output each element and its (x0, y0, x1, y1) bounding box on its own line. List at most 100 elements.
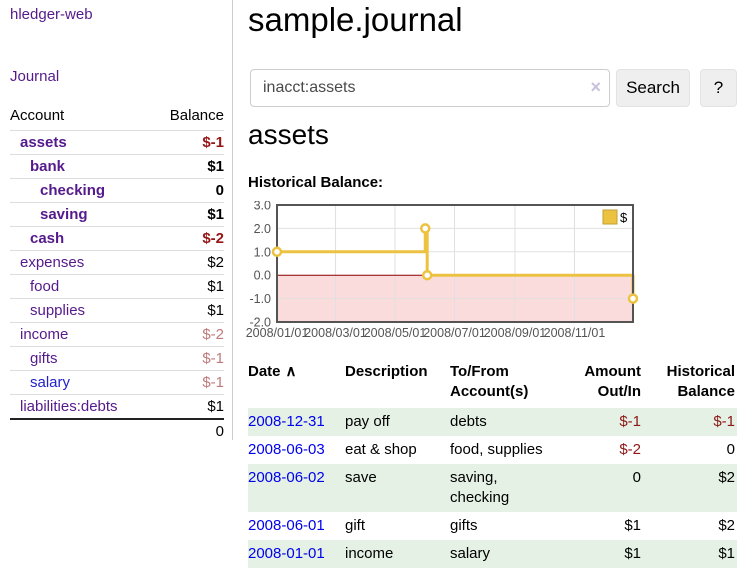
svg-text:-1.0: -1.0 (249, 292, 271, 306)
transaction-description: gift (345, 517, 366, 534)
account-row: checking 0 (10, 178, 224, 202)
transaction-date-link[interactable]: 2008-01-01 (248, 545, 325, 562)
account-column-header: Account (10, 107, 65, 124)
transaction-accounts: salary (450, 540, 560, 568)
transaction-accounts: saving, checking (450, 464, 560, 512)
amount-column-header: Amount Out/In (584, 363, 641, 400)
register-row: 2008-06-01 gift gifts $1 $2 (248, 512, 737, 540)
svg-text:2008/07/01: 2008/07/01 (423, 326, 486, 340)
svg-text:-2.0: -2.0 (249, 316, 271, 330)
accounts-total: 0 (10, 418, 224, 444)
svg-text:2008/11/01: 2008/11/01 (544, 326, 606, 340)
page-title: sample.journal (248, 1, 463, 38)
svg-text:2008/03/01: 2008/03/01 (304, 326, 367, 340)
account-balance: $-1 (202, 134, 224, 151)
balance-column-header: Historical Balance (666, 363, 735, 400)
register-row: 2008-06-03 eat & shop food, supplies $-2… (248, 436, 737, 464)
account-balance: $1 (207, 302, 224, 319)
historical-balance-chart: 2008/01/012008/03/012008/05/012008/07/01… (246, 201, 639, 340)
svg-text:3.0: 3.0 (254, 201, 271, 213)
transaction-date-link[interactable]: 2008-06-01 (248, 517, 325, 534)
register-rows: 2008-12-31 pay off debts $-1 $-1 2008-06… (248, 408, 737, 568)
search-bar: × Search ? (250, 69, 737, 107)
description-column-header: Description (345, 363, 428, 380)
account-link[interactable]: supplies (30, 302, 86, 319)
account-row: cash $-2 (10, 226, 224, 250)
search-button[interactable]: Search (616, 69, 690, 107)
date-column-header[interactable]: Date ∧ (248, 360, 345, 408)
transaction-amount: $-2 (619, 441, 641, 458)
account-balance: 0 (215, 182, 224, 199)
account-row: assets $-1 (10, 130, 224, 154)
legend-swatch (602, 209, 618, 225)
transaction-accounts: gifts (450, 517, 478, 534)
svg-text:2008/01/01: 2008/01/01 (246, 326, 309, 340)
account-link[interactable]: food (30, 278, 60, 295)
sort-ascending-icon: ∧ (285, 363, 297, 380)
transaction-amount: $1 (624, 517, 641, 534)
account-row: liabilities:debts $1 (10, 394, 224, 418)
svg-text:0.0: 0.0 (254, 269, 271, 283)
account-balance: $-2 (202, 230, 224, 247)
transaction-balance: $1 (643, 540, 737, 568)
sidebar-item-journal[interactable]: Journal (10, 68, 60, 85)
account-link[interactable]: expenses (20, 254, 85, 271)
transaction-description: income (345, 540, 450, 568)
transaction-date-link[interactable]: 2008-12-31 (248, 413, 325, 430)
date-header-label: Date (248, 363, 281, 380)
account-row: expenses $2 (10, 250, 224, 274)
help-button[interactable]: ? (700, 69, 737, 107)
balance-column-header: Balance (169, 107, 224, 124)
accounts-column-header: To/From Account(s) (450, 363, 529, 400)
search-input[interactable] (250, 69, 610, 107)
transaction-balance: 0 (726, 441, 735, 458)
account-link[interactable]: cash (30, 230, 65, 247)
transaction-amount: 0 (560, 464, 643, 512)
account-balance: $1 (207, 206, 224, 223)
account-balance: $1 (207, 278, 224, 295)
account-row: salary $-1 (10, 370, 224, 394)
transaction-balance: $2 (718, 517, 735, 534)
account-balance: $-2 (202, 326, 224, 343)
account-balance: $1 (207, 158, 224, 175)
account-heading: assets (248, 119, 329, 150)
account-link[interactable]: saving (40, 206, 88, 223)
register-row: 2008-12-31 pay off debts $-1 $-1 (248, 408, 737, 436)
account-link[interactable]: liabilities:debts (20, 398, 118, 415)
account-balance: $-1 (202, 350, 224, 367)
transaction-description: save (345, 464, 450, 512)
chart-title: Historical Balance: (248, 174, 384, 191)
svg-text:1.0: 1.0 (254, 245, 271, 259)
account-link[interactable]: gifts (30, 350, 58, 367)
transaction-description: eat & shop (345, 441, 417, 458)
svg-text:2008/09/01: 2008/09/01 (484, 326, 547, 340)
transaction-amount: $-1 (560, 408, 643, 436)
account-row: bank $1 (10, 154, 224, 178)
account-link[interactable]: checking (40, 182, 106, 199)
transaction-amount: $1 (560, 540, 643, 568)
account-row: supplies $1 (10, 298, 224, 322)
account-link[interactable]: bank (30, 158, 66, 175)
sidebar: hledger-web Journal Account Balance asse… (0, 0, 233, 440)
transaction-date-link[interactable]: 2008-06-03 (248, 441, 325, 458)
account-row: food $1 (10, 274, 224, 298)
svg-text:2008/05/01: 2008/05/01 (364, 326, 427, 340)
brand-link[interactable]: hledger-web (10, 6, 93, 23)
transaction-accounts: food, supplies (450, 441, 543, 458)
account-balance: $-1 (202, 374, 224, 391)
account-row: income $-2 (10, 322, 224, 346)
accounts-rows: assets $-1 bank $1 checking 0 savin (10, 130, 224, 418)
svg-text:2.0: 2.0 (254, 222, 271, 236)
transaction-description: pay off (345, 408, 450, 436)
accounts-table-header: Account Balance (10, 104, 224, 130)
account-link[interactable]: salary (30, 374, 71, 391)
register-table: Date ∧ Description To/From Account(s) Amo… (248, 360, 737, 568)
transaction-date-link[interactable]: 2008-06-02 (248, 469, 325, 486)
account-link[interactable]: assets (20, 134, 67, 151)
clear-search-icon[interactable]: × (590, 77, 601, 97)
register-row: 2008-06-02 save saving, checking 0 $2 (248, 464, 737, 512)
register-header-row: Date ∧ Description To/From Account(s) Amo… (248, 360, 737, 408)
register-row: 2008-01-01 income salary $1 $1 (248, 540, 737, 568)
account-link[interactable]: income (20, 326, 69, 343)
